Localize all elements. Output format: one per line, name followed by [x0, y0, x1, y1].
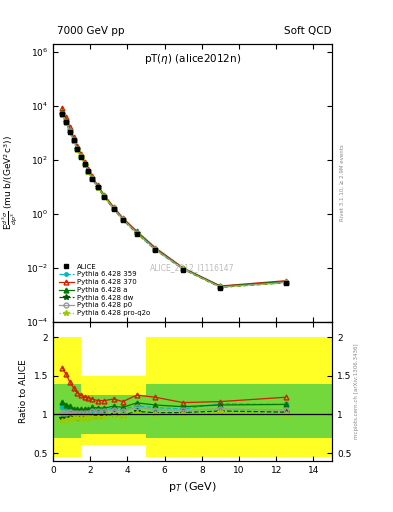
Y-axis label: mcplots.cern.ch [arXiv:1306.3436]: mcplots.cern.ch [arXiv:1306.3436]	[354, 344, 359, 439]
Text: 7000 GeV pp: 7000 GeV pp	[57, 26, 125, 36]
Y-axis label: E$\frac{d^3\sigma}{dp^3}$ (mu b/(GeV$^2$c$^3$)): E$\frac{d^3\sigma}{dp^3}$ (mu b/(GeV$^2$…	[1, 135, 20, 230]
Text: ALICE_2012_I1116147: ALICE_2012_I1116147	[150, 263, 235, 272]
X-axis label: p$_{T}$ (GeV): p$_{T}$ (GeV)	[168, 480, 217, 494]
Legend: ALICE, Pythia 6.428 359, Pythia 6.428 370, Pythia 6.428 a, Pythia 6.428 dw, Pyth: ALICE, Pythia 6.428 359, Pythia 6.428 37…	[57, 262, 152, 318]
Y-axis label: Rivet 3.1.10, ≥ 2.9M events: Rivet 3.1.10, ≥ 2.9M events	[340, 144, 345, 221]
Y-axis label: Ratio to ALICE: Ratio to ALICE	[19, 359, 28, 423]
Text: Soft QCD: Soft QCD	[285, 26, 332, 36]
Text: pT($\eta$) (alice2012n): pT($\eta$) (alice2012n)	[144, 52, 241, 66]
